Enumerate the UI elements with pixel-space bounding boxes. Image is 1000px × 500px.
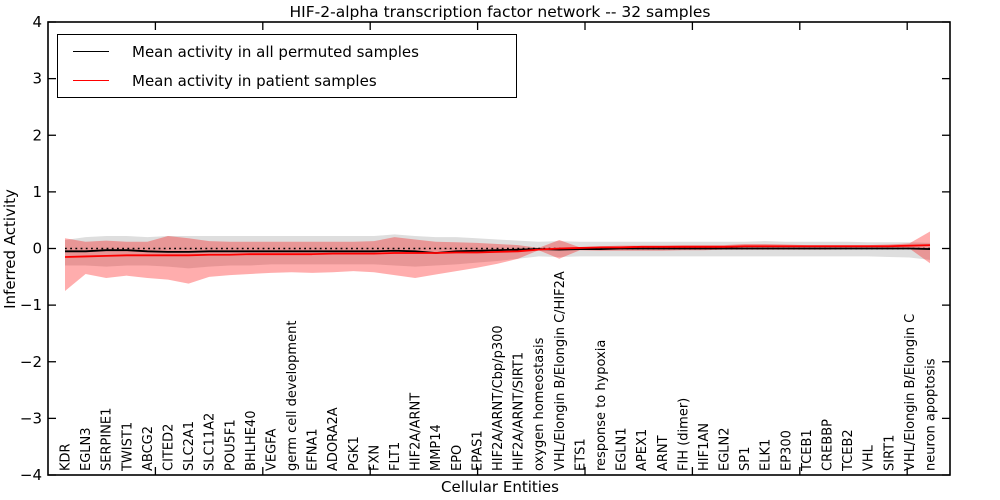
entity-label: HIF2A/ARNT/Cbp/p300 [491, 325, 506, 471]
entity-label: TCEB1 [800, 429, 815, 472]
y-axis-label: Inferred Activity [1, 189, 19, 309]
entity-label: ARNT [656, 435, 671, 471]
entity-label: VEGFA [264, 429, 279, 471]
entity-label: EP300 [779, 430, 794, 471]
chart-title: HIF-2-alpha transcription factor network… [289, 3, 711, 21]
entity-label: KDR [59, 443, 74, 471]
entity-label: TCEB2 [841, 429, 856, 472]
entity-label: neuron apoptosis [924, 358, 939, 471]
entity-label: ETS1 [573, 438, 588, 471]
line-patient-mean [64, 244, 931, 258]
legend-label-permuted: Mean activity in all permuted samples [132, 42, 419, 61]
entity-label: SIRT1 [882, 435, 897, 471]
entity-label: response to hypoxia [594, 340, 609, 471]
entity-label: SERPINE1 [100, 408, 115, 471]
entity-label: BHLHE40 [244, 411, 259, 471]
entity-label: POU5F1 [223, 419, 238, 471]
entity-label: SLC2A1 [182, 421, 197, 471]
entity-label: SP1 [738, 447, 753, 471]
entity-label: germ cell development [285, 321, 300, 471]
legend-box: Mean activity in all permuted samples Me… [57, 34, 517, 98]
legend-line-swatch-permuted [73, 51, 109, 52]
entity-label: CREBBP [821, 419, 836, 471]
entity-label: HIF2A/ARNT/SIRT1 [512, 352, 527, 471]
line-permuted-mean [65, 247, 931, 254]
entity-label: VHL/Elongin B/Elongin C [903, 314, 918, 471]
legend-item-permuted: Mean activity in all permuted samples [58, 38, 516, 66]
y-tick-label: 0 [32, 240, 42, 258]
y-tick-label: −2 [20, 353, 42, 371]
y-tick-label: −1 [20, 296, 42, 314]
entity-label: ADORA2A [326, 407, 341, 471]
entity-label: EGLN3 [79, 427, 94, 471]
x-axis-label: Cellular Entities [441, 478, 559, 496]
legend-line-swatch-patient [73, 80, 109, 81]
entity-label: EPO [450, 445, 465, 471]
entity-label: VHL [862, 444, 877, 471]
entity-label: TWIST1 [120, 422, 135, 472]
y-tick-label: −3 [20, 409, 42, 427]
entity-label: FIH (dimer) [676, 398, 691, 471]
entity-label: EPAS1 [470, 430, 485, 471]
entity-label: MMP14 [429, 424, 444, 471]
entity-label: APEX1 [635, 429, 650, 471]
entity-label: ELK1 [759, 439, 774, 471]
y-tick-label: 2 [32, 126, 42, 144]
entity-label: EGLN2 [718, 427, 733, 471]
entity-label: HIF1AN [697, 423, 712, 471]
entity-label: ABCG2 [141, 426, 156, 471]
legend-item-patient: Mean activity in patient samples [58, 67, 516, 95]
y-tick-label: 4 [32, 13, 42, 31]
y-tick-label: 3 [32, 70, 42, 88]
entity-label: EGLN1 [615, 427, 630, 471]
entity-label: FLT1 [388, 442, 403, 471]
entity-label: VHL/Elongin B/Elongin C/HIF2A [553, 271, 568, 471]
y-tick-label: −4 [20, 466, 42, 484]
entity-label: EFNA1 [306, 428, 321, 471]
y-tick-label: 1 [32, 183, 42, 201]
entity-label: CITED2 [161, 424, 176, 471]
entity-label: PGK1 [347, 436, 362, 471]
legend-label-patient: Mean activity in patient samples [132, 71, 377, 90]
entity-label: FXN [367, 445, 382, 471]
entity-label: oxygen homeostasis [532, 337, 547, 471]
entity-label: SLC11A2 [203, 413, 218, 471]
entity-label: HIF2A/ARNT [409, 393, 424, 471]
